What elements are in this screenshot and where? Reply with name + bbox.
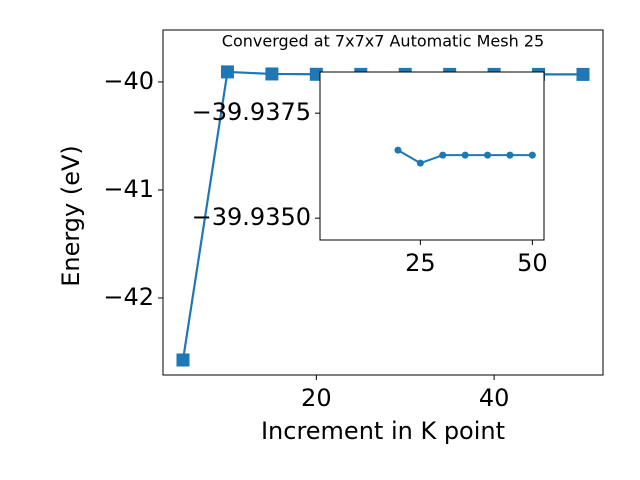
marker: [416, 159, 424, 167]
x-tick-label: 40: [479, 384, 510, 412]
marker: [394, 146, 402, 154]
marker: [220, 65, 234, 79]
chart-title: Converged at 7x7x7 Automatic Mesh 25: [222, 32, 544, 51]
y-tick-label: −41: [103, 175, 154, 203]
y-tick-label: −40: [103, 67, 154, 95]
y-tick-label: −39.9375: [192, 98, 311, 126]
axes-frame: [162, 29, 604, 376]
marker: [265, 67, 279, 81]
marker: [176, 353, 190, 367]
marker: [528, 151, 536, 159]
marker: [461, 151, 469, 159]
x-tick-label: 20: [301, 384, 332, 412]
y-tick-label: −39.9350: [192, 203, 311, 231]
marker: [506, 151, 514, 159]
marker: [484, 151, 492, 159]
marker: [576, 67, 590, 81]
plot-area: [394, 146, 536, 167]
marker: [439, 151, 447, 159]
x-axis-label: Increment in K point: [261, 417, 505, 445]
axes-frame: [319, 71, 545, 241]
y-axis-label: Energy (eV): [57, 145, 85, 287]
x-tick-label: 50: [517, 249, 548, 277]
x-tick-label: 25: [405, 249, 436, 277]
y-tick-label: −42: [103, 283, 154, 311]
